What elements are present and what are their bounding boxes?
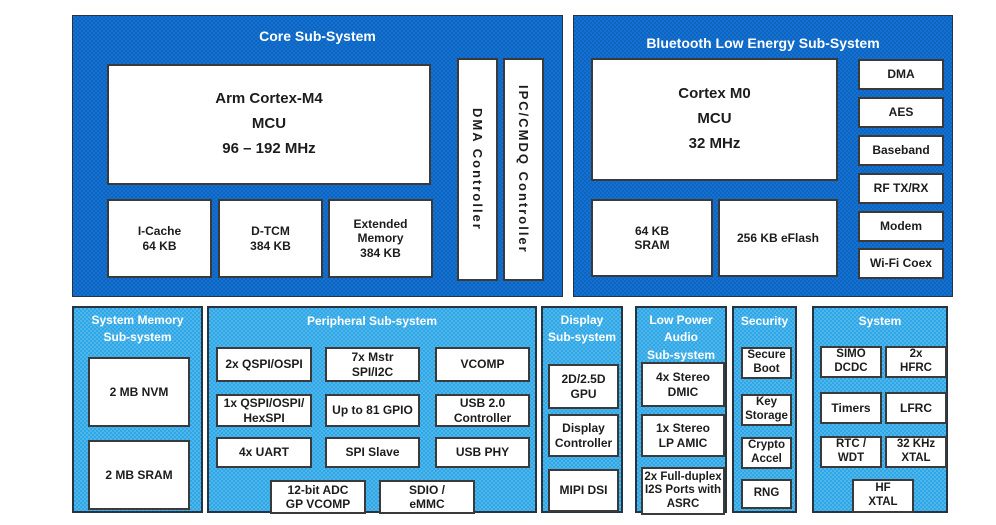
- audio-title: Low Power Audio Sub-system: [646, 313, 716, 362]
- system-hf-xtal-block: HF XTAL: [852, 479, 914, 513]
- system-hfrc-block: 2x HFRC: [885, 346, 947, 378]
- ble-dma-block: DMA: [858, 59, 944, 90]
- audio-dmic-block: 4x Stereo DMIC: [641, 362, 725, 407]
- system-simo-dcdc-block: SIMO DCDC: [820, 346, 882, 378]
- peripheral-sdio-emmc-block: SDIO / eMMC: [379, 480, 475, 514]
- ble-subsystem: Bluetooth Low Energy Sub-System Cortex M…: [573, 15, 953, 297]
- peripheral-mstr-spi-i2c-block: 7x Mstr SPI/I2C: [325, 347, 420, 382]
- ble-eflash-block: 256 KB eFlash: [718, 199, 838, 277]
- audio-i2s-asrc-block: 2x Full-duplex I2S Ports with ASRC: [641, 467, 725, 515]
- core-ipc-cmdq-controller-block: IPC/CMDQ Controller: [503, 58, 544, 281]
- display-title: Display Sub-system: [547, 313, 617, 345]
- memory-nvm-block: 2 MB NVM: [88, 357, 190, 427]
- security-title: Security: [740, 314, 789, 328]
- security-subsystem: Security Secure Boot Key Storage Crypto …: [732, 306, 797, 513]
- peripheral-hexspi-block: 1x QSPI/OSPI/ HexSPI: [216, 394, 312, 427]
- peripheral-qspi-ospi-block: 2x QSPI/OSPI: [216, 347, 312, 382]
- core-subsystem: Core Sub-System Arm Cortex-M4 MCU 96 – 1…: [72, 15, 563, 297]
- memory-sram-block: 2 MB SRAM: [88, 440, 190, 510]
- system-32khz-xtal-block: 32 KHz XTAL: [885, 436, 947, 468]
- core-mcu-block: Arm Cortex-M4 MCU 96 – 192 MHz: [107, 64, 431, 185]
- security-crypto-accel-block: Crypto Accel: [741, 437, 792, 469]
- core-icache-block: I-Cache 64 KB: [107, 199, 212, 278]
- system-title: System: [858, 314, 902, 328]
- display-subsystem: Display Sub-system 2D/2.5D GPU Display C…: [541, 306, 623, 513]
- system-lfrc-block: LFRC: [885, 392, 947, 424]
- peripheral-spi-slave-block: SPI Slave: [325, 437, 420, 468]
- ble-aes-block: AES: [858, 97, 944, 128]
- security-rng-block: RNG: [741, 479, 792, 509]
- system-subsystem: System SIMO DCDC 2x HFRC Timers LFRC RTC…: [812, 306, 948, 513]
- security-key-storage-block: Key Storage: [741, 394, 792, 426]
- peripheral-uart-block: 4x UART: [216, 437, 312, 468]
- ble-mcu-block: Cortex M0 MCU 32 MHz: [591, 58, 838, 181]
- ble-wifi-coex-block: Wi-Fi Coex: [858, 248, 944, 279]
- peripheral-adc-vcomp-block: 12-bit ADC GP VCOMP: [270, 480, 366, 514]
- ble-sram-block: 64 KB SRAM: [591, 199, 713, 277]
- core-dma-controller-block: DMA Controller: [457, 58, 498, 281]
- display-controller-block: Display Controller: [548, 414, 619, 457]
- core-subsystem-title: Core Sub-System: [259, 28, 376, 44]
- ble-baseband-block: Baseband: [858, 135, 944, 166]
- peripheral-subsystem: Peripheral Sub-system 2x QSPI/OSPI 7x Ms…: [207, 306, 537, 514]
- audio-amic-block: 1x Stereo LP AMIC: [641, 414, 725, 457]
- ble-subsystem-title: Bluetooth Low Energy Sub-System: [646, 35, 880, 51]
- system-memory-title: System Memory Sub-system: [91, 313, 184, 345]
- security-secure-boot-block: Secure Boot: [741, 347, 792, 379]
- system-timers-block: Timers: [820, 392, 882, 424]
- peripheral-gpio-block: Up to 81 GPIO: [325, 394, 420, 427]
- ble-modem-block: Modem: [858, 211, 944, 242]
- low-power-audio-subsystem: Low Power Audio Sub-system 4x Stereo DMI…: [635, 306, 727, 515]
- peripheral-usb-phy-block: USB PHY: [435, 437, 530, 468]
- system-memory-subsystem: System Memory Sub-system 2 MB NVM 2 MB S…: [72, 306, 203, 513]
- ble-rf-txrx-block: RF TX/RX: [858, 173, 944, 204]
- system-rtc-wdt-block: RTC / WDT: [820, 436, 882, 468]
- core-extended-memory-block: Extended Memory 384 KB: [328, 199, 433, 278]
- peripheral-title: Peripheral Sub-system: [306, 314, 438, 328]
- display-mipi-dsi-block: MIPI DSI: [548, 469, 619, 512]
- peripheral-usb2-controller-block: USB 2.0 Controller: [435, 394, 530, 427]
- core-dtcm-block: D-TCM 384 KB: [218, 199, 323, 278]
- display-gpu-block: 2D/2.5D GPU: [548, 364, 619, 409]
- peripheral-vcomp-block: VCOMP: [435, 347, 530, 382]
